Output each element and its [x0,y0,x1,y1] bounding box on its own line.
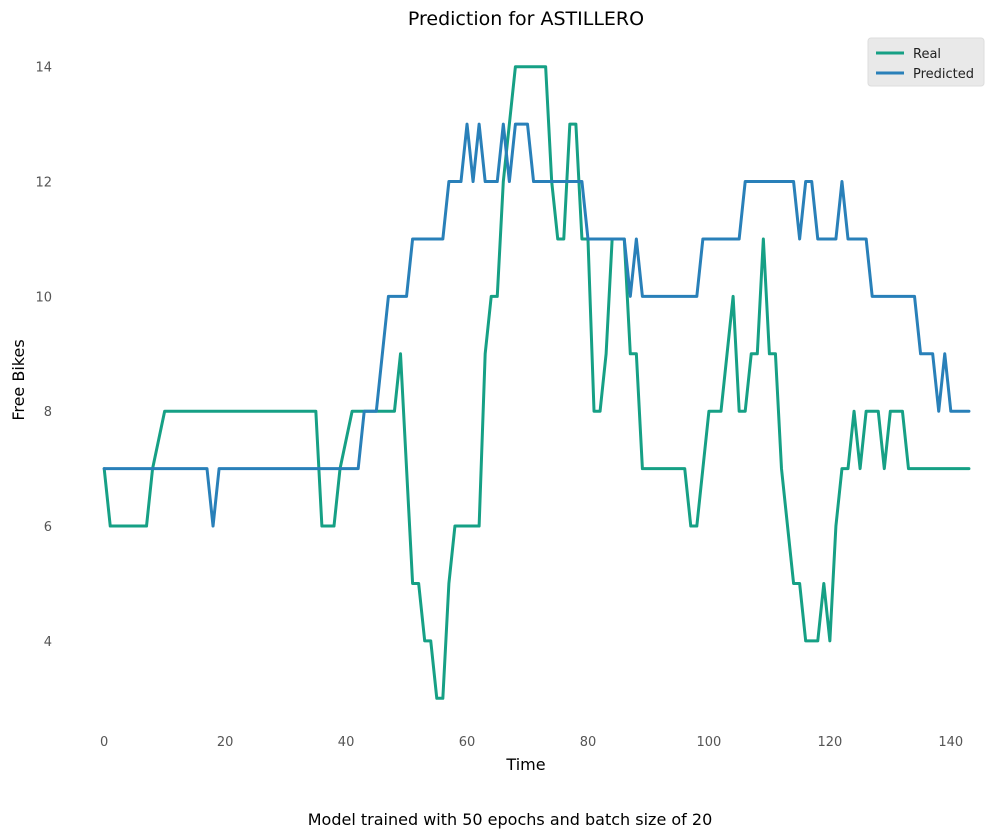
series-layer [102,65,971,700]
x-tick-label: 20 [217,735,234,750]
chart-title: Prediction for ASTILLERO [408,8,644,30]
legend-label-real: Real [913,47,941,62]
x-tick-label: 80 [580,735,597,750]
series-line-predicted [102,122,971,528]
chart-caption: Model trained with 50 epochs and batch s… [308,810,713,829]
y-tick-label: 6 [44,520,52,535]
y-axis-ticks: 4 6 8 10 12 14 [35,61,52,650]
y-tick-label: 8 [44,405,52,420]
x-tick-label: 120 [817,735,842,750]
y-tick-label: 10 [35,290,52,305]
y-tick-label: 14 [35,61,52,76]
x-tick-label: 0 [100,735,108,750]
x-axis-label: Time [505,755,545,774]
x-axis-ticks: 0 20 40 60 80 100 120 140 [100,735,963,750]
x-tick-label: 140 [938,735,963,750]
x-tick-label: 100 [697,735,722,750]
y-tick-label: 4 [44,635,52,650]
x-tick-label: 60 [459,735,476,750]
legend-label-predicted: Predicted [913,67,974,82]
series-line-real [102,65,971,700]
y-tick-label: 12 [35,176,52,191]
legend: Real Predicted [867,37,985,87]
x-tick-label: 40 [338,735,355,750]
y-axis-label: Free Bikes [9,339,28,420]
